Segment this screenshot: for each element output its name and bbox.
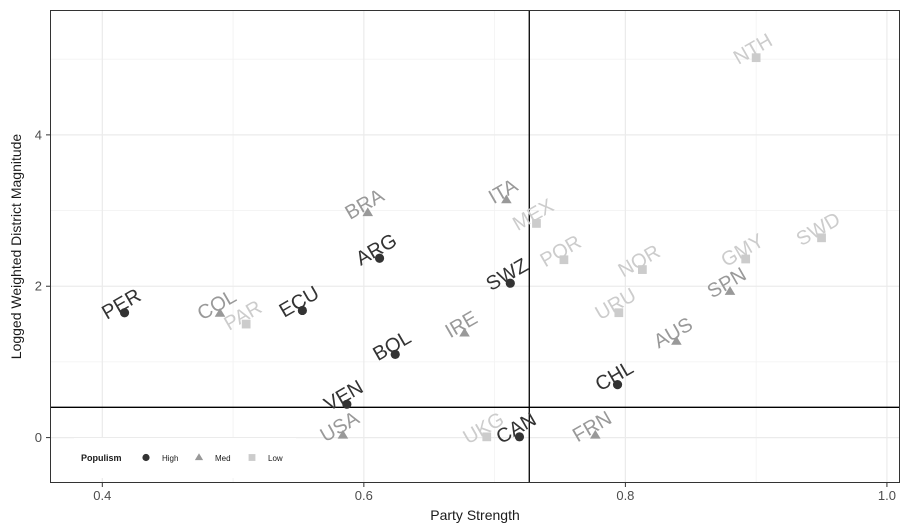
- x-axis-ticks: 0.4 0.6 0.8 1.0: [93, 483, 896, 503]
- data-point: [459, 327, 470, 337]
- data-point: [751, 53, 761, 63]
- data-point: [514, 432, 525, 442]
- legend: Populism High Med Low: [74, 438, 296, 478]
- data-point: [638, 265, 647, 274]
- data-point: [390, 349, 400, 359]
- data-point: [559, 255, 569, 265]
- data-point: [362, 207, 374, 217]
- legend-background: [74, 438, 296, 478]
- data-point: [505, 278, 515, 288]
- major-gridlines: [50, 10, 900, 483]
- x-axis-title: Party Strength: [430, 507, 520, 523]
- y-axis-ticks: 0 2 4: [35, 127, 50, 445]
- data-point: [337, 429, 349, 439]
- data-point: [532, 219, 541, 228]
- data-point: [817, 233, 826, 243]
- data-point: [241, 319, 251, 329]
- legend-key: [142, 453, 150, 462]
- data-point: [590, 429, 601, 439]
- y-axis-title: Logged Weighted District Magnitude: [8, 134, 24, 360]
- y-tick-label: 4: [35, 127, 42, 142]
- data-point: [482, 432, 492, 442]
- legend-key: [194, 453, 204, 461]
- data-point: [741, 254, 751, 264]
- data-point: [374, 253, 385, 263]
- x-tick-label: 0.4: [93, 488, 111, 503]
- data-point: [724, 286, 736, 295]
- data-point: [119, 308, 130, 318]
- minor-gridlines: [50, 10, 900, 483]
- data-point: [612, 380, 623, 390]
- x-tick-label: 1.0: [878, 488, 896, 503]
- legend-key: [248, 454, 256, 461]
- data-point: [501, 194, 512, 204]
- y-tick-label: 0: [35, 430, 42, 445]
- x-tick-label: 0.6: [355, 488, 373, 503]
- data-point: [214, 308, 226, 317]
- legend-entry-label: High: [162, 454, 178, 463]
- y-tick-label: 2: [35, 279, 42, 294]
- legend-entry-label: Med: [215, 454, 231, 463]
- data-point: [342, 399, 352, 409]
- legend-title: Populism: [81, 453, 122, 463]
- data-point: [671, 336, 682, 345]
- data-markers: [119, 53, 826, 442]
- data-point: [297, 305, 307, 316]
- data-point: [614, 308, 624, 318]
- legend-entry-label: Low: [268, 454, 283, 463]
- panel-background: [50, 10, 900, 483]
- x-tick-label: 0.8: [616, 488, 634, 503]
- reference-lines: [50, 10, 900, 483]
